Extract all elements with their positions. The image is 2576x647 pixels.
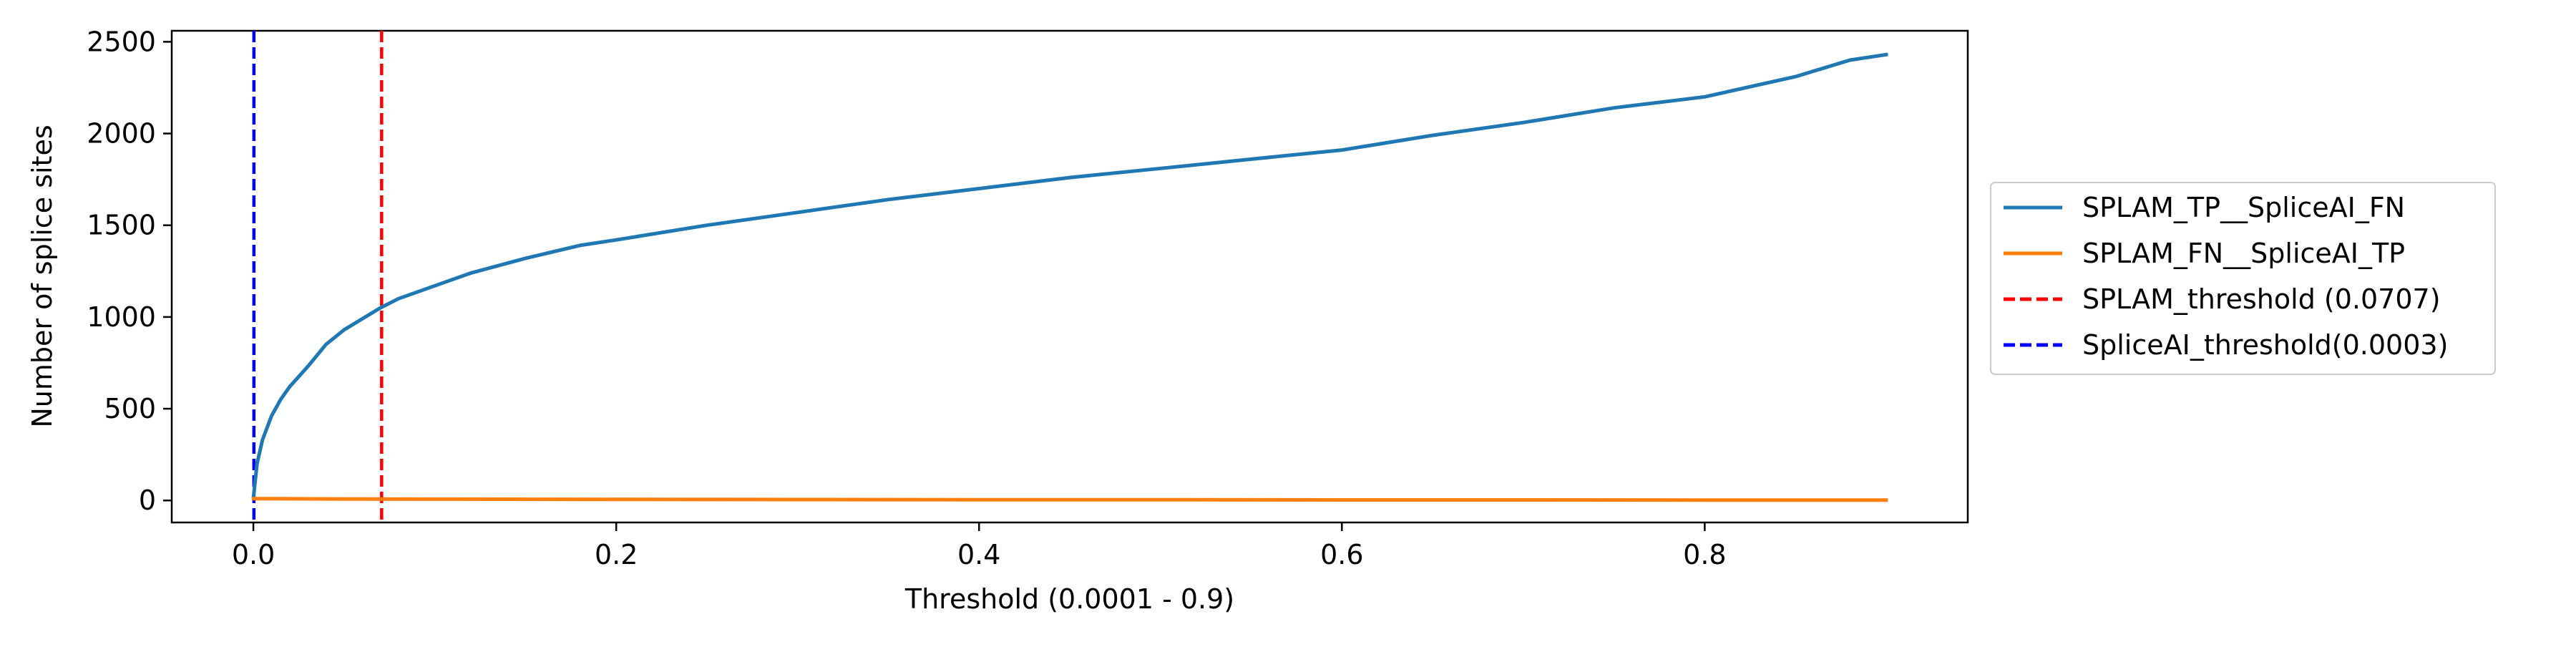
- y-tick-label: 2500: [87, 26, 156, 57]
- x-tick-label: 0.2: [595, 539, 638, 570]
- x-tick-label: 0.4: [957, 539, 1000, 570]
- y-tick-label: 1500: [87, 210, 156, 241]
- series-line-1: [251, 497, 1888, 502]
- series-layer: [251, 31, 1888, 522]
- x-axis: 0.0 0.2 0.4 0.6 0.8: [232, 522, 1727, 570]
- y-axis-label: Number of splice sites: [26, 125, 58, 427]
- y-tick-label: 500: [104, 393, 156, 424]
- x-tick-label: 0.8: [1683, 539, 1726, 570]
- y-tick-label: 0: [139, 485, 156, 516]
- y-axis: 0 500 1000 1500 2000 2500: [87, 26, 172, 516]
- y-tick-label: 1000: [87, 301, 156, 333]
- y-tick-label: 2000: [87, 118, 156, 150]
- series-line-0: [251, 52, 1888, 499]
- legend-label: SPLAM_TP__SpliceAI_FN: [2082, 192, 2405, 223]
- x-tick-label: 0.6: [1320, 539, 1363, 570]
- legend-label: SPLAM_FN__SpliceAI_TP: [2082, 238, 2405, 269]
- x-axis-label: Threshold (0.0001 - 0.9): [904, 583, 1234, 615]
- legend-label: SpliceAI_threshold(0.0003): [2082, 329, 2448, 361]
- legend-box: [1990, 182, 2496, 375]
- legend: SPLAM_TP__SpliceAI_FN SPLAM_FN__SpliceAI_…: [1990, 182, 2496, 375]
- legend-label: SPLAM_threshold (0.0707): [2082, 283, 2441, 315]
- x-tick-label: 0.0: [232, 539, 275, 570]
- plot-area: [170, 29, 1969, 524]
